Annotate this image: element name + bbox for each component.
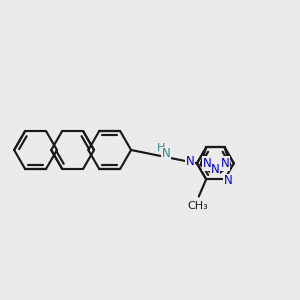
Text: N: N [202, 157, 211, 170]
Text: N: N [211, 163, 220, 176]
Text: CH₃: CH₃ [187, 201, 208, 211]
Text: N: N [220, 157, 229, 170]
Text: N: N [224, 174, 233, 187]
Text: N: N [186, 155, 195, 168]
Text: H: H [157, 143, 165, 153]
Text: N: N [162, 147, 171, 160]
